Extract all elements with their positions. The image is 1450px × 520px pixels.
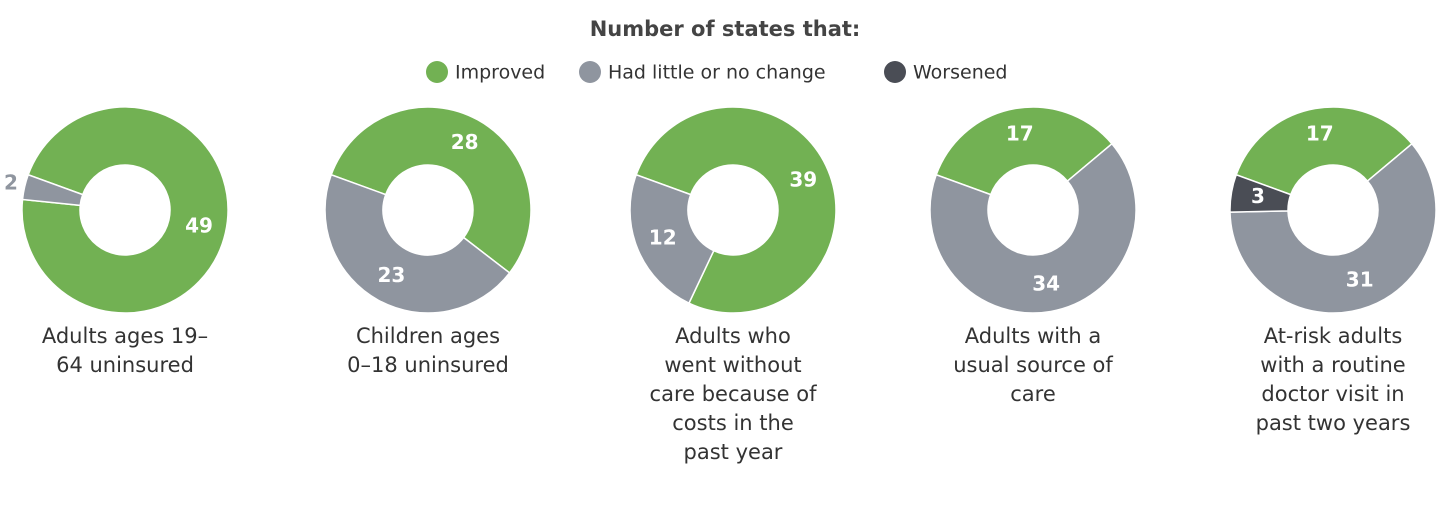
chart-title: Adults ages 19–64 uninsured <box>41 324 209 377</box>
chart-title: Children ages 0–18 uninsured <box>347 324 509 377</box>
data-label: 23 <box>377 263 405 287</box>
chart-title: At-risk adults with a routine doctor vis… <box>1255 324 1411 435</box>
data-label: 3 <box>1251 184 1265 208</box>
donut-slice <box>1235 106 1413 196</box>
chart-title: Adults with a usual source of care <box>953 324 1113 406</box>
data-label: 28 <box>451 130 479 154</box>
chart-title: Adults who went without care because of … <box>649 324 817 464</box>
data-label: 17 <box>1306 122 1334 146</box>
donut-slice <box>330 106 532 274</box>
donut-slice <box>1229 142 1437 314</box>
heading: Number of states that: <box>590 17 861 41</box>
legend-swatch <box>884 61 906 83</box>
data-label: 39 <box>789 168 817 192</box>
legend-label: Worsened <box>913 62 1008 84</box>
legend-label: Had little or no change <box>608 62 826 84</box>
data-label: 34 <box>1032 271 1060 295</box>
donut-slice <box>324 173 511 314</box>
donut-slice <box>635 106 837 314</box>
legend-swatch <box>426 61 448 83</box>
data-label: 2 <box>4 170 18 194</box>
data-label: 17 <box>1006 122 1034 146</box>
legend-swatch <box>579 61 601 83</box>
donut-slice <box>629 173 715 305</box>
data-label: 12 <box>649 225 677 249</box>
donut-slice <box>21 106 229 314</box>
data-label: 31 <box>1346 268 1374 292</box>
donut-slice <box>1229 173 1292 213</box>
data-label: 49 <box>185 214 213 238</box>
legend-label: Improved <box>455 62 545 84</box>
donut-slice <box>929 142 1137 314</box>
donut-slice <box>21 173 84 207</box>
donut-slice <box>935 106 1113 196</box>
